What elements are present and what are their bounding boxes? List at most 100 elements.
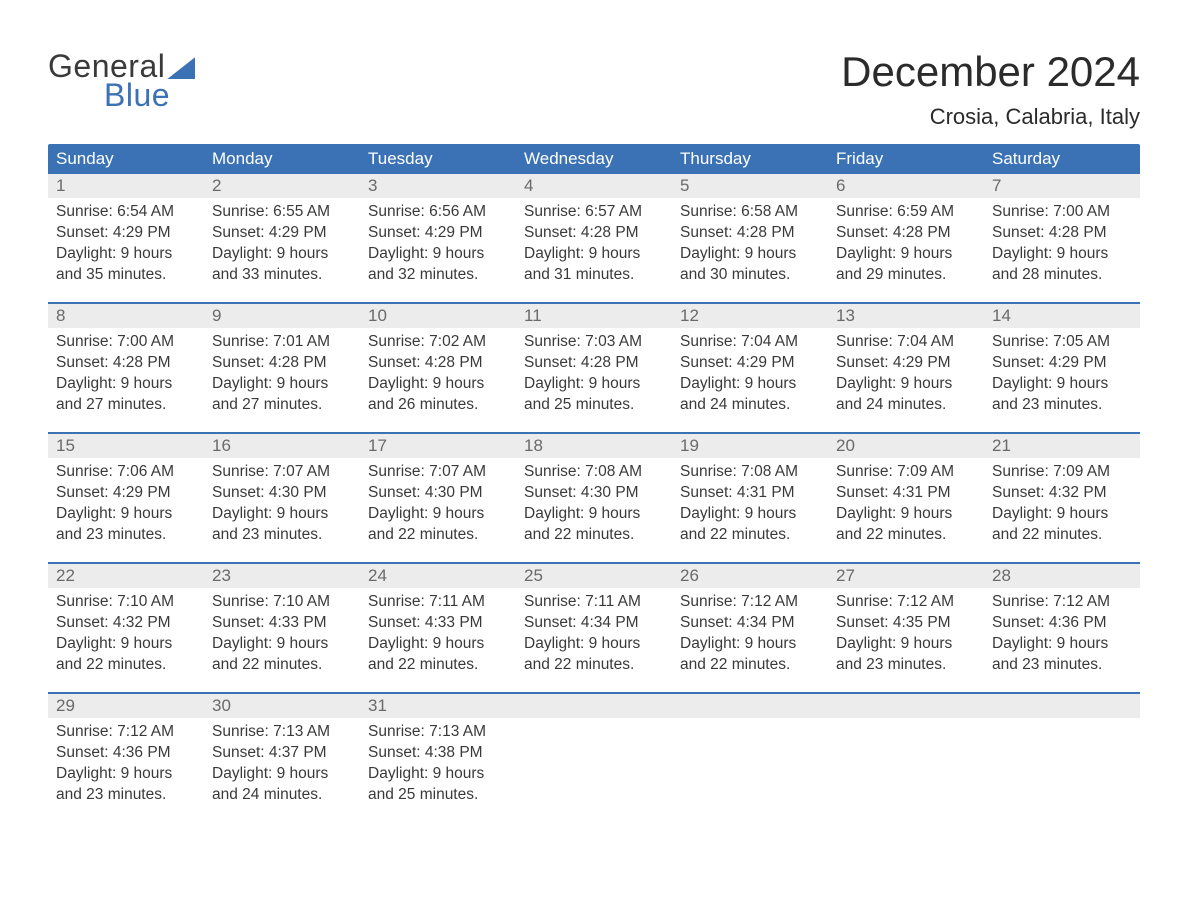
- calendar-day: 17Sunrise: 7:07 AMSunset: 4:30 PMDayligh…: [360, 434, 516, 562]
- day-number: 11: [516, 304, 672, 328]
- daylight-line-1: Daylight: 9 hours: [212, 764, 352, 785]
- calendar-day: .: [516, 694, 672, 822]
- daylight-line-2: and 22 minutes.: [836, 525, 976, 546]
- daylight-line-1: Daylight: 9 hours: [680, 634, 820, 655]
- day-number: 25: [516, 564, 672, 588]
- daylight-line-2: and 23 minutes.: [56, 525, 196, 546]
- week-row: 1Sunrise: 6:54 AMSunset: 4:29 PMDaylight…: [48, 174, 1140, 302]
- brand-logo: General Blue: [48, 48, 195, 114]
- month-year-title: December 2024: [841, 48, 1140, 96]
- daylight-line-2: and 27 minutes.: [212, 395, 352, 416]
- sunrise-line: Sunrise: 7:07 AM: [212, 462, 352, 483]
- day-number: 10: [360, 304, 516, 328]
- calendar-day: 2Sunrise: 6:55 AMSunset: 4:29 PMDaylight…: [204, 174, 360, 302]
- daylight-line-2: and 23 minutes.: [836, 655, 976, 676]
- calendar-day: 11Sunrise: 7:03 AMSunset: 4:28 PMDayligh…: [516, 304, 672, 432]
- daylight-line-2: and 26 minutes.: [368, 395, 508, 416]
- daylight-line-1: Daylight: 9 hours: [56, 764, 196, 785]
- week-row: 15Sunrise: 7:06 AMSunset: 4:29 PMDayligh…: [48, 432, 1140, 562]
- daylight-line-1: Daylight: 9 hours: [680, 504, 820, 525]
- daylight-line-1: Daylight: 9 hours: [368, 374, 508, 395]
- daylight-line-2: and 32 minutes.: [368, 265, 508, 286]
- calendar-day: 24Sunrise: 7:11 AMSunset: 4:33 PMDayligh…: [360, 564, 516, 692]
- daylight-line-2: and 24 minutes.: [212, 785, 352, 806]
- daylight-line-2: and 24 minutes.: [680, 395, 820, 416]
- sunset-line: Sunset: 4:31 PM: [836, 483, 976, 504]
- daylight-line-1: Daylight: 9 hours: [368, 634, 508, 655]
- daylight-line-2: and 31 minutes.: [524, 265, 664, 286]
- day-number: 14: [984, 304, 1140, 328]
- day-number: 30: [204, 694, 360, 718]
- sunset-line: Sunset: 4:33 PM: [212, 613, 352, 634]
- sunrise-line: Sunrise: 7:06 AM: [56, 462, 196, 483]
- day-number: 4: [516, 174, 672, 198]
- daylight-line-1: Daylight: 9 hours: [992, 634, 1132, 655]
- daylight-line-2: and 23 minutes.: [992, 395, 1132, 416]
- daylight-line-1: Daylight: 9 hours: [836, 244, 976, 265]
- calendar-day: .: [672, 694, 828, 822]
- dow-wednesday: Wednesday: [516, 149, 672, 169]
- calendar-day: 31Sunrise: 7:13 AMSunset: 4:38 PMDayligh…: [360, 694, 516, 822]
- day-number: .: [828, 694, 984, 718]
- daylight-line-1: Daylight: 9 hours: [368, 244, 508, 265]
- daylight-line-1: Daylight: 9 hours: [680, 244, 820, 265]
- calendar-day: 13Sunrise: 7:04 AMSunset: 4:29 PMDayligh…: [828, 304, 984, 432]
- daylight-line-2: and 23 minutes.: [56, 785, 196, 806]
- daylight-line-1: Daylight: 9 hours: [212, 244, 352, 265]
- sunrise-line: Sunrise: 7:10 AM: [212, 592, 352, 613]
- daylight-line-1: Daylight: 9 hours: [836, 504, 976, 525]
- sunset-line: Sunset: 4:29 PM: [56, 483, 196, 504]
- daylight-line-2: and 22 minutes.: [524, 525, 664, 546]
- calendar-day: 27Sunrise: 7:12 AMSunset: 4:35 PMDayligh…: [828, 564, 984, 692]
- day-number: .: [984, 694, 1140, 718]
- daylight-line-1: Daylight: 9 hours: [524, 504, 664, 525]
- daylight-line-1: Daylight: 9 hours: [368, 764, 508, 785]
- day-number: 17: [360, 434, 516, 458]
- daylight-line-1: Daylight: 9 hours: [992, 374, 1132, 395]
- sunset-line: Sunset: 4:33 PM: [368, 613, 508, 634]
- sunset-line: Sunset: 4:34 PM: [680, 613, 820, 634]
- dow-friday: Friday: [828, 149, 984, 169]
- daylight-line-1: Daylight: 9 hours: [368, 504, 508, 525]
- sunset-line: Sunset: 4:30 PM: [368, 483, 508, 504]
- dow-saturday: Saturday: [984, 149, 1140, 169]
- sunset-line: Sunset: 4:28 PM: [680, 223, 820, 244]
- sunset-line: Sunset: 4:38 PM: [368, 743, 508, 764]
- sunrise-line: Sunrise: 7:11 AM: [524, 592, 664, 613]
- sunset-line: Sunset: 4:30 PM: [524, 483, 664, 504]
- sunset-line: Sunset: 4:28 PM: [524, 353, 664, 374]
- daylight-line-1: Daylight: 9 hours: [992, 244, 1132, 265]
- calendar-day: 10Sunrise: 7:02 AMSunset: 4:28 PMDayligh…: [360, 304, 516, 432]
- day-number: 22: [48, 564, 204, 588]
- calendar-day: 21Sunrise: 7:09 AMSunset: 4:32 PMDayligh…: [984, 434, 1140, 562]
- sunrise-line: Sunrise: 7:09 AM: [836, 462, 976, 483]
- sunrise-line: Sunrise: 7:09 AM: [992, 462, 1132, 483]
- calendar: Sunday Monday Tuesday Wednesday Thursday…: [48, 144, 1140, 822]
- sunrise-line: Sunrise: 7:03 AM: [524, 332, 664, 353]
- calendar-day: 8Sunrise: 7:00 AMSunset: 4:28 PMDaylight…: [48, 304, 204, 432]
- calendar-day: 22Sunrise: 7:10 AMSunset: 4:32 PMDayligh…: [48, 564, 204, 692]
- dow-thursday: Thursday: [672, 149, 828, 169]
- day-number: 6: [828, 174, 984, 198]
- sunrise-line: Sunrise: 7:04 AM: [680, 332, 820, 353]
- sunrise-line: Sunrise: 7:00 AM: [56, 332, 196, 353]
- dow-monday: Monday: [204, 149, 360, 169]
- calendar-day: 7Sunrise: 7:00 AMSunset: 4:28 PMDaylight…: [984, 174, 1140, 302]
- brand-word-blue: Blue: [104, 77, 170, 114]
- sunset-line: Sunset: 4:29 PM: [680, 353, 820, 374]
- daylight-line-2: and 24 minutes.: [836, 395, 976, 416]
- sunset-line: Sunset: 4:28 PM: [524, 223, 664, 244]
- sunrise-line: Sunrise: 6:58 AM: [680, 202, 820, 223]
- daylight-line-2: and 28 minutes.: [992, 265, 1132, 286]
- sunrise-line: Sunrise: 7:13 AM: [212, 722, 352, 743]
- sunrise-line: Sunrise: 7:04 AM: [836, 332, 976, 353]
- sunrise-line: Sunrise: 6:55 AM: [212, 202, 352, 223]
- sunset-line: Sunset: 4:36 PM: [992, 613, 1132, 634]
- day-of-week-header: Sunday Monday Tuesday Wednesday Thursday…: [48, 144, 1140, 174]
- day-number: 12: [672, 304, 828, 328]
- calendar-day: 6Sunrise: 6:59 AMSunset: 4:28 PMDaylight…: [828, 174, 984, 302]
- daylight-line-2: and 29 minutes.: [836, 265, 976, 286]
- day-number: 21: [984, 434, 1140, 458]
- calendar-day: 9Sunrise: 7:01 AMSunset: 4:28 PMDaylight…: [204, 304, 360, 432]
- daylight-line-1: Daylight: 9 hours: [680, 374, 820, 395]
